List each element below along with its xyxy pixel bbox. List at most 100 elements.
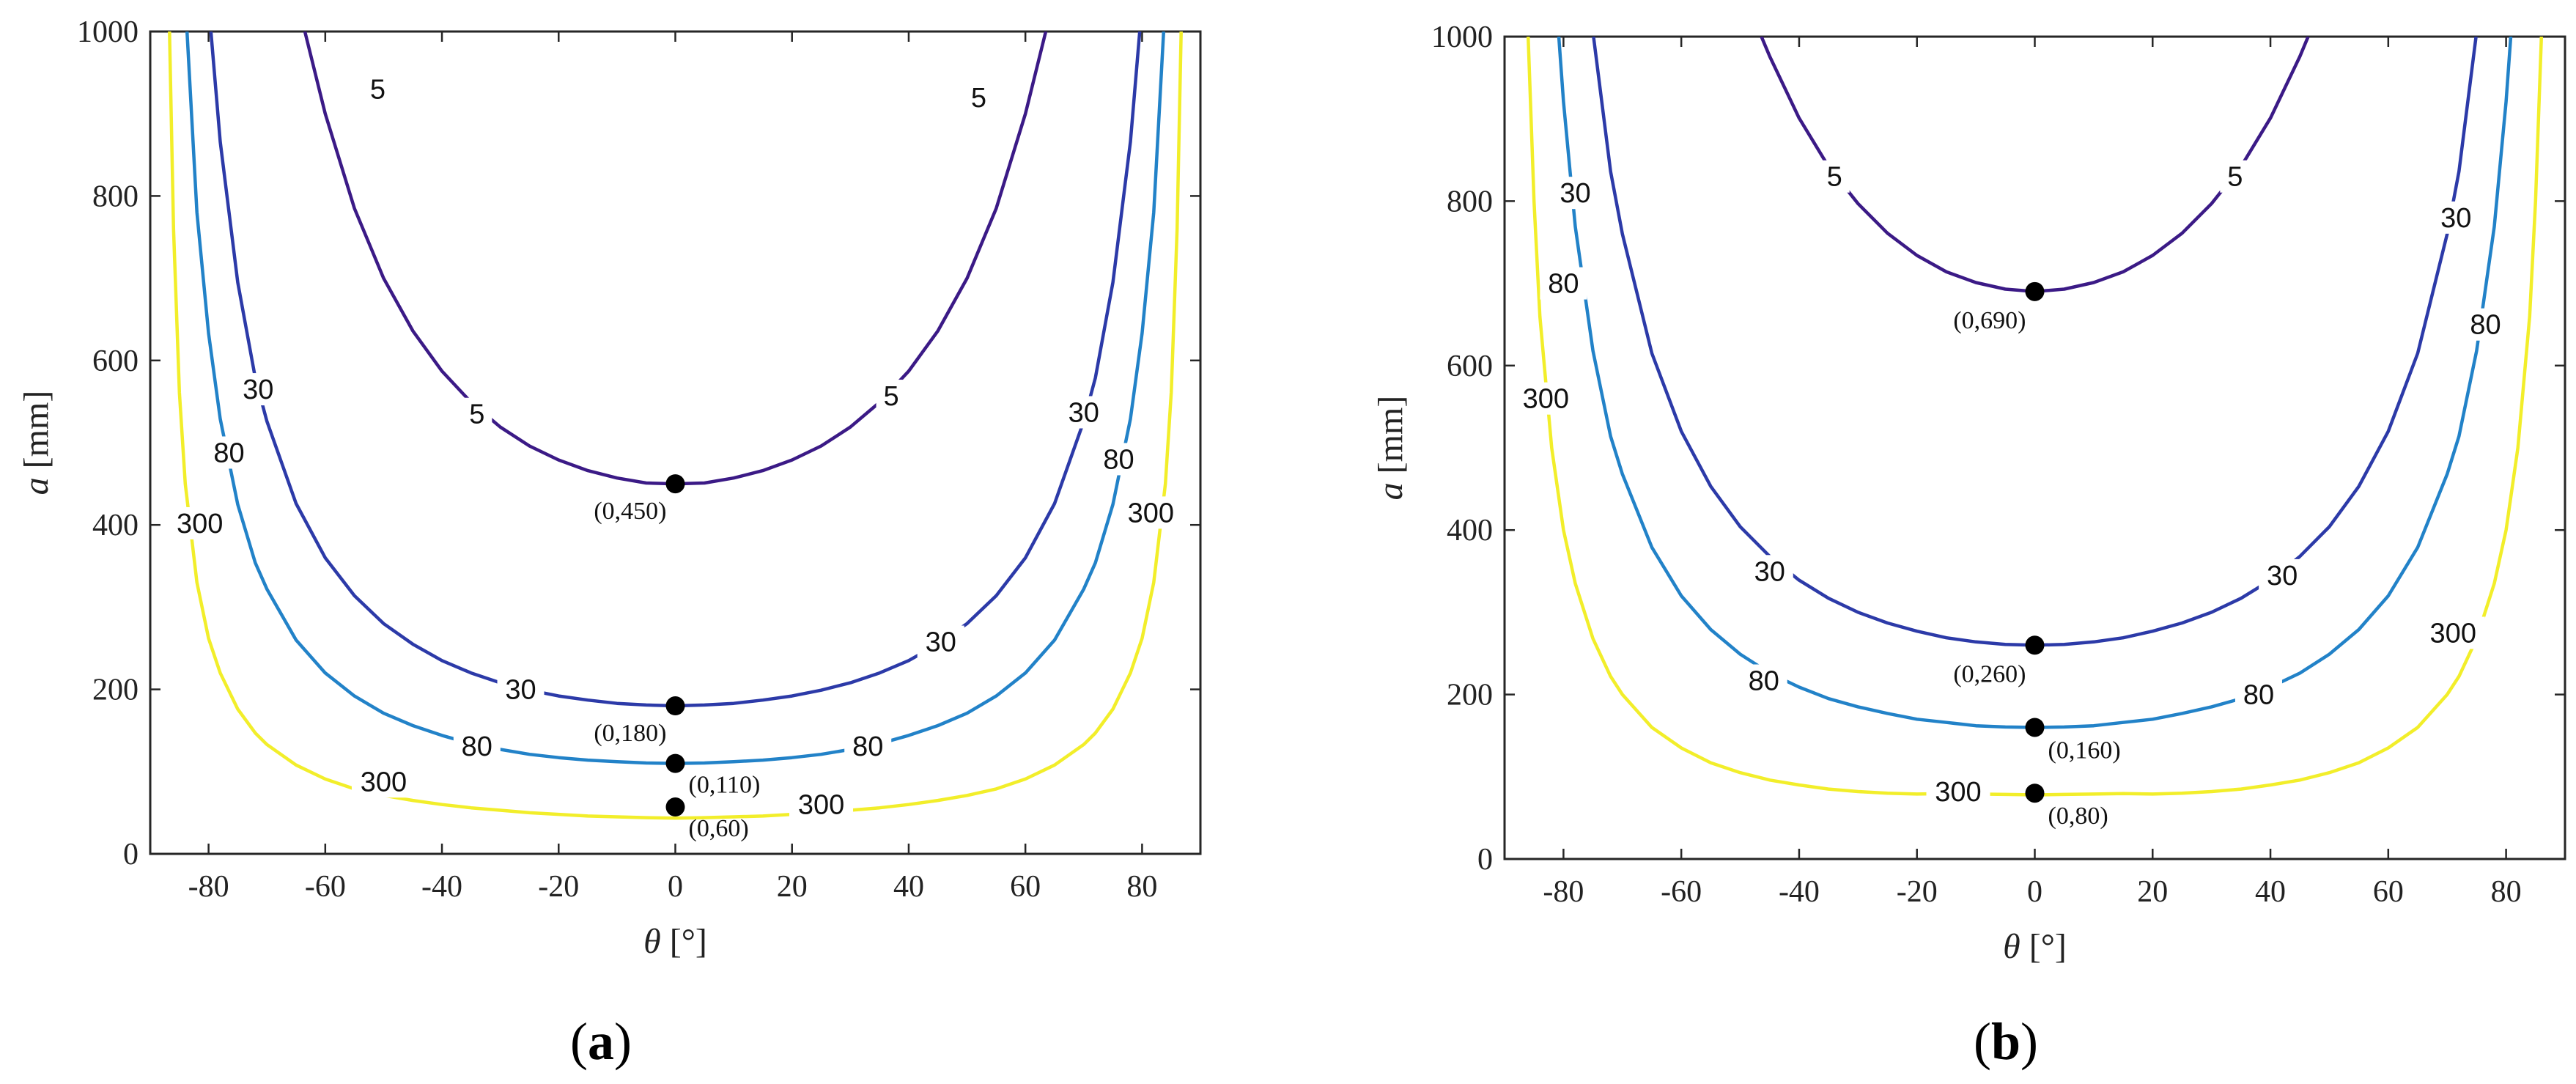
panel-a-contour-label: 30 bbox=[505, 675, 536, 706]
panel-b-x-tick-label: -20 bbox=[1897, 875, 1938, 909]
panel-a-contour-label-bg bbox=[844, 730, 892, 763]
panel-b-contour-label: 30 bbox=[1560, 178, 1590, 209]
panel-b-contour-label: 80 bbox=[2470, 310, 2501, 341]
panel-b-contour-label-bg bbox=[1926, 775, 1990, 808]
panel-b-panel-label: (b) bbox=[1974, 1012, 2038, 1071]
panel-b-minimum-point-label: (0,690) bbox=[1953, 307, 2026, 334]
panel-a-contour-label-bg bbox=[1060, 396, 1107, 429]
panel-b-contour-label-bg bbox=[2220, 160, 2251, 193]
panel-a-contour-label: 80 bbox=[852, 731, 883, 762]
panel-a-contour-label-bg bbox=[362, 73, 393, 106]
panel-b-contour-label: 80 bbox=[1548, 269, 1579, 300]
panel-b-y-tick-label: 1000 bbox=[1431, 21, 1493, 54]
panel-b-y-tick-label: 400 bbox=[1447, 514, 1493, 547]
panel-b-minimum-point bbox=[2025, 783, 2045, 803]
panel-b-contour-label: 5 bbox=[2227, 162, 2243, 193]
panel-b-y-tick-label: 0 bbox=[1477, 843, 1493, 877]
panel-b-minimum-point-label: (0,160) bbox=[2048, 737, 2121, 764]
panel-a-contour-label: 300 bbox=[798, 790, 844, 821]
panel-b-contour-label-bg bbox=[2421, 616, 2485, 649]
panel-b-contour-label: 300 bbox=[1523, 384, 1569, 415]
panel-a-y-axis-label: a [mm] bbox=[17, 391, 56, 495]
panel-a-y-tick-label: 400 bbox=[92, 509, 139, 542]
panel-b-contour-label: 80 bbox=[1749, 666, 1779, 697]
panel-a-contour-label: 30 bbox=[1069, 397, 1099, 428]
panel-a-contour-label: 80 bbox=[1103, 444, 1134, 475]
panel-a-contour-label-bg bbox=[789, 788, 854, 821]
panel-b-x-tick-label: 0 bbox=[2027, 875, 2042, 909]
panel-a-axes-frame bbox=[149, 30, 1202, 855]
panel-b-x-tick-label: 60 bbox=[2373, 875, 2404, 909]
panel-a-contour-line-300 bbox=[168, 32, 1183, 820]
panel-a-minimum-point-label: (0,60) bbox=[689, 815, 749, 842]
panel-a-x-tick-label: 80 bbox=[1126, 870, 1157, 904]
panel-b-x-tick-label: -80 bbox=[1543, 875, 1584, 909]
panel-a-contour-label: 300 bbox=[177, 509, 223, 539]
panel-a-x-tick-label: -60 bbox=[305, 870, 346, 904]
panel-a-contour-label-bg bbox=[963, 81, 994, 114]
panel-b-x-tick-label: 40 bbox=[2255, 875, 2286, 909]
panel-a-y-tick-label: 0 bbox=[123, 838, 139, 871]
panel-a-contour-label: 80 bbox=[213, 438, 244, 468]
panel-b-contour-label-bg bbox=[1551, 177, 1599, 210]
panel-a-contour-label: 300 bbox=[1128, 498, 1174, 528]
panel-b-contour-label: 5 bbox=[1827, 162, 1842, 193]
panel-a-contour-label-bg bbox=[497, 673, 545, 706]
panel-a-minimum-point bbox=[665, 753, 685, 773]
panel-b-contour-label: 300 bbox=[1935, 777, 1981, 808]
panel-a-minimum-point bbox=[665, 696, 685, 716]
panel-b-contour-line-300 bbox=[1526, 37, 2544, 797]
panel-b-x-tick-label: 20 bbox=[2137, 875, 2168, 909]
panel-b-contour-label-bg bbox=[2432, 201, 2480, 234]
panel-a-x-tick-label: -80 bbox=[188, 870, 229, 904]
panel-a-contour-label: 30 bbox=[243, 375, 273, 405]
panel-a-y-tick-label: 600 bbox=[92, 344, 139, 378]
panel-b-contour-label-bg bbox=[1746, 555, 1793, 588]
panel-b-contour-line-80 bbox=[1557, 37, 2513, 729]
panel-b-contour-label-bg bbox=[1740, 664, 1787, 697]
panel-b-x-axis-label: θ [°] bbox=[2003, 927, 2067, 966]
panel-a-minimum-point-label: (0,450) bbox=[594, 498, 666, 525]
panel-b-x-tick-label: 80 bbox=[2491, 875, 2522, 909]
panel-b-y-tick-label: 200 bbox=[1447, 679, 1493, 712]
panel-b-minimum-point-label: (0,80) bbox=[2048, 803, 2108, 830]
panel-b-contour-label-bg bbox=[1819, 160, 1850, 193]
panel-a-contour-line-5 bbox=[303, 32, 1048, 486]
panel-a-contour-label-bg bbox=[462, 397, 492, 430]
panel-a-contour-label: 5 bbox=[971, 83, 986, 114]
panel-b-contour-label: 30 bbox=[2267, 561, 2298, 591]
panel-b-minimum-point bbox=[2025, 635, 2045, 655]
panel-a-contour-label: 300 bbox=[361, 767, 407, 797]
panel-a-contour-label-bg bbox=[235, 373, 282, 406]
panel-b-contour-label-bg bbox=[2462, 308, 2509, 341]
panel-a-contour-label-bg bbox=[205, 436, 253, 469]
panel-a-x-axis-label: θ [°] bbox=[643, 922, 707, 961]
panel-a-x-tick-label: 20 bbox=[777, 870, 808, 904]
panel-a-minimum-point bbox=[665, 474, 685, 494]
panel-b-y-axis-label: a [mm] bbox=[1371, 396, 1410, 501]
panel-a-contour-label: 5 bbox=[469, 399, 484, 430]
panel-b-y-tick-label: 600 bbox=[1447, 350, 1493, 383]
panel-a-y-tick-label: 200 bbox=[92, 674, 139, 707]
panel-b-contour-line-30 bbox=[1592, 37, 2478, 647]
panel-b-y-tick-label: 800 bbox=[1447, 185, 1493, 218]
panel-a-contour-label: 5 bbox=[883, 381, 898, 412]
panel-b-minimum-point bbox=[2025, 281, 2045, 301]
panel-a-contour-label-bg bbox=[1095, 443, 1143, 476]
chart-panel-a: -80 -60 -40 -20 0 20 40 60 8002004006008001000θ … bbox=[17, 15, 1202, 1071]
panel-a-minimum-point-label: (0,110) bbox=[689, 772, 761, 799]
panel-a-contour-label-bg bbox=[876, 380, 907, 413]
panel-a-contour-label: 30 bbox=[926, 627, 956, 658]
panel-a-contour-label: 5 bbox=[370, 75, 385, 106]
panel-a-contour-label-bg bbox=[917, 625, 964, 658]
panel-a-y-tick-label: 800 bbox=[92, 180, 139, 213]
panel-b-contour-label: 30 bbox=[2440, 203, 2471, 234]
panel-a-contour-label-bg bbox=[1118, 496, 1183, 529]
panel-a-minimum-point bbox=[665, 797, 685, 817]
panel-a-y-tick-label: 1000 bbox=[77, 15, 139, 49]
panel-b-contour-label-bg bbox=[1513, 382, 1578, 415]
panel-b-contour-label: 300 bbox=[2430, 618, 2476, 649]
panel-a-contour-label: 80 bbox=[462, 731, 492, 762]
panel-b-contours bbox=[1526, 37, 2544, 797]
panel-a-x-tick-label: 60 bbox=[1010, 870, 1041, 904]
